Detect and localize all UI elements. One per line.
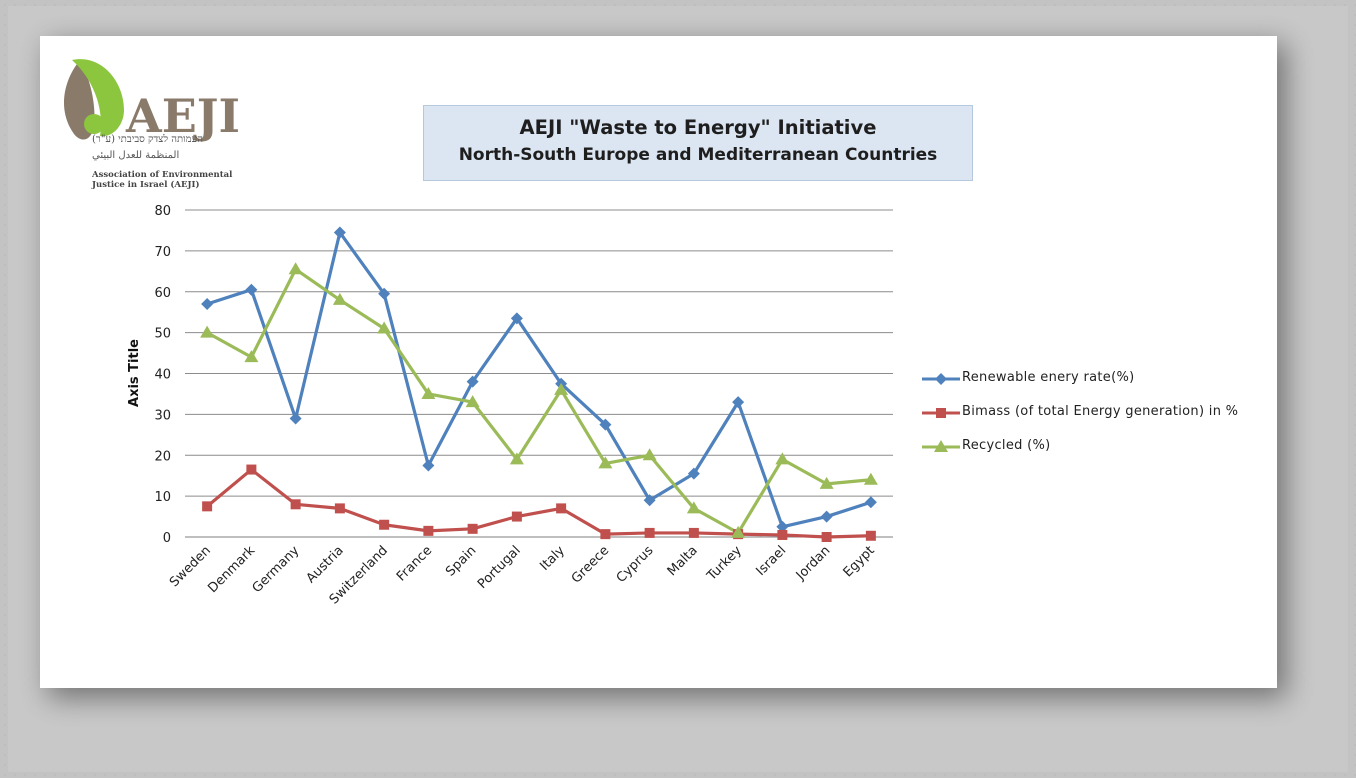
y-tick-label: 80 (154, 204, 171, 219)
data-point-diamond (333, 226, 346, 239)
logo-english-text: Association of Environmental Justice in … (92, 170, 232, 190)
legend-swatch-biomass (922, 408, 960, 418)
data-point-triangle (421, 386, 436, 399)
series-markers (200, 226, 878, 542)
logo-wordmark: AEJI (125, 89, 240, 143)
data-point-triangle (244, 350, 259, 363)
data-point-square (865, 530, 876, 541)
y-tick-label: 10 (154, 490, 171, 505)
y-tick-label: 0 (163, 531, 171, 546)
data-point-square (600, 529, 611, 540)
data-point-diamond (732, 396, 745, 409)
data-point-triangle (731, 525, 746, 538)
data-point-square (334, 503, 345, 514)
data-point-triangle (819, 476, 834, 489)
data-point-diamond (643, 494, 656, 507)
y-tick-label: 60 (154, 286, 171, 301)
data-point-triangle (642, 448, 657, 461)
data-point-triangle (465, 395, 480, 408)
x-tick-label: Austria (304, 543, 347, 586)
data-point-diamond (378, 287, 391, 300)
logo-arabic-text: المنظمة للعدل البيئي (92, 150, 180, 161)
series-line-1 (206, 467, 871, 539)
x-tick-label: Greece (569, 543, 612, 586)
x-tick-label: Egypt (841, 543, 878, 580)
data-point-diamond (422, 459, 435, 472)
data-point-triangle (863, 472, 878, 485)
data-point-diamond (599, 418, 612, 431)
y-tick-label: 20 (154, 449, 171, 464)
x-tick-label: Portugal (475, 543, 524, 592)
data-point-square (821, 532, 832, 542)
legend-label-recycled: Recycled (%) (962, 438, 1051, 453)
data-point-triangle (288, 262, 303, 275)
chart-title: AEJI "Waste to Energy" Initiative (519, 116, 877, 139)
data-point-triangle (332, 292, 347, 305)
data-point-triangle (554, 382, 569, 395)
data-point-diamond (864, 496, 877, 509)
data-point-triangle (686, 501, 701, 514)
x-tick-label: Italy (537, 543, 568, 574)
data-point-diamond (289, 412, 302, 425)
y-tick-label: 40 (154, 368, 171, 383)
y-tick-label: 70 (154, 245, 171, 260)
data-point-square (777, 529, 788, 540)
y-axis-title: Axis Title (127, 339, 142, 407)
gridlines (185, 209, 893, 497)
legend-swatch-recycled (922, 440, 960, 452)
data-point-triangle (598, 456, 613, 469)
x-tick-label: Cyprus (614, 543, 657, 586)
data-point-triangle (377, 321, 392, 334)
data-point-diamond (687, 467, 700, 480)
data-point-diamond (820, 510, 833, 523)
data-point-triangle (200, 325, 215, 338)
logo-english-line1: Association of Environmental (92, 170, 233, 180)
y-tick-label: 50 (154, 327, 171, 342)
data-point-triangle (775, 452, 790, 465)
aeji-logo: AEJI העמותה לצדק סביבתי (ע"ר) المنظمة لل… (52, 52, 272, 202)
x-tick-label: Spain (443, 543, 479, 579)
logo-leaf-green (72, 59, 124, 137)
data-point-square (379, 519, 390, 530)
data-point-square (644, 527, 655, 538)
data-point-diamond (201, 298, 214, 311)
x-tick-label: Jordan (793, 543, 834, 584)
data-point-square (246, 464, 257, 475)
logo-hebrew-text: העמותה לצדק סביבתי (ע"ר) (92, 134, 204, 145)
data-point-square (511, 511, 522, 522)
legend-label-biomass: Bimass (of total Energy generation) in % (962, 404, 1239, 419)
data-point-diamond (776, 520, 789, 533)
chart-subtitle: North-South Europe and Mediterranean Cou… (458, 145, 938, 165)
x-tick-label: Malta (665, 543, 701, 579)
series-lines (206, 230, 872, 539)
legend-swatch-renewable (922, 373, 960, 385)
data-point-square (467, 523, 478, 534)
data-point-square (556, 503, 567, 514)
data-point-diamond (510, 312, 523, 325)
aeji-logo-mark: AEJI (63, 59, 240, 143)
x-tick-label: Turkey (704, 543, 745, 584)
data-point-square (688, 527, 699, 538)
series-line-0 (206, 230, 872, 529)
data-point-square (202, 501, 213, 512)
x-tick-label: France (394, 543, 435, 584)
chart-title-box: AEJI "Waste to Energy" Initiative North-… (423, 105, 973, 181)
x-tick-label: Germany (250, 543, 303, 596)
data-point-square (290, 499, 301, 510)
data-point-diamond (466, 375, 479, 388)
legend-label-renewable: Renewable enery rate(%) (962, 370, 1135, 385)
x-tick-label: Israel (753, 543, 789, 579)
series-line-2 (206, 267, 872, 535)
data-point-triangle (509, 452, 524, 465)
data-point-diamond (245, 283, 258, 296)
data-point-square (423, 525, 434, 536)
logo-english-line2: Justice in Israel (AEJI) (92, 180, 200, 190)
logo-dot (84, 114, 104, 134)
x-tick-label: Denmark (205, 543, 258, 596)
y-tick-label: 30 (154, 408, 171, 423)
